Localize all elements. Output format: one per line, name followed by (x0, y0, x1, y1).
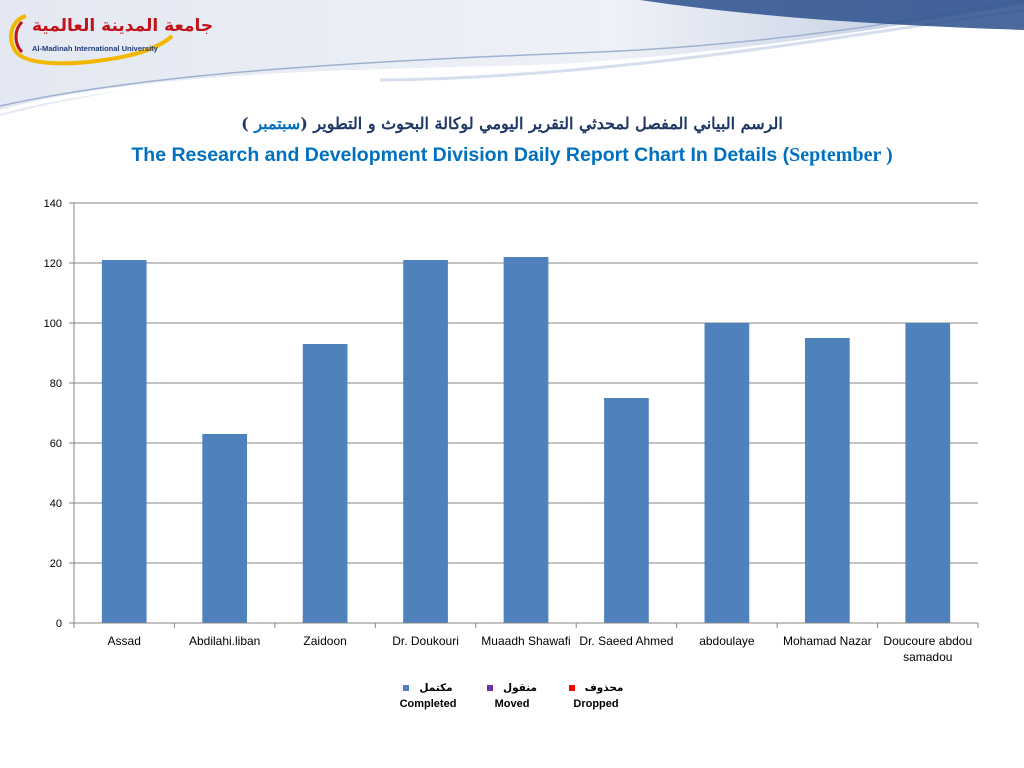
category-label-line: Zaidoon (303, 634, 346, 648)
y-tick-label: 60 (50, 438, 62, 450)
logo-english-name: Al-Madinah International University (32, 44, 158, 53)
legend-swatch (403, 685, 410, 691)
chart-legend: مكتمل Completed منقول Moved محذوف Dropped (0, 681, 1024, 713)
legend-entry: محذوف (554, 681, 638, 695)
category-label-line: samadou (903, 650, 952, 664)
y-tick-label: 80 (50, 378, 62, 390)
bar-1 (101, 260, 147, 623)
category-label: abdoulaye (699, 634, 755, 648)
legend-label-english: Completed (399, 698, 457, 710)
x-axis-category-labels: Assad Abdilahi.liban Zaidoon Dr. Doukouri Mu… (108, 634, 973, 664)
legend-item-completed: مكتمل Completed (386, 681, 470, 713)
bar-5 (503, 257, 549, 623)
bar-6 (604, 398, 649, 623)
chart-axes (73, 203, 979, 628)
category-label: Dr. Saeed Ahmed (579, 634, 673, 648)
bar-4 (403, 260, 448, 623)
bar-3 (302, 344, 348, 623)
legend-item-moved: منقول Moved (470, 681, 554, 713)
y-axis-tick-labels: 0 20 40 60 80 100 120 140 (44, 198, 74, 630)
category-label: Mohamad Nazar (783, 634, 872, 648)
chart-title-arabic-close: ) (241, 114, 255, 133)
legend-entry: مكتمل (386, 681, 470, 695)
header-swoosh-decoration (0, 0, 1024, 116)
category-label-line: Dr. Saeed Ahmed (579, 634, 673, 648)
logo-arabic-name: جامعة المدينة العالمية (32, 16, 214, 36)
y-tick-label: 20 (50, 558, 62, 570)
category-label-line: Mohamad Nazar (783, 634, 872, 648)
university-logo: جامعة المدينة العالمية Al-Madinah Intern… (4, 6, 213, 70)
bar-7 (704, 323, 750, 623)
legend-swatch (568, 685, 575, 691)
legend-label-english: Dropped (573, 698, 619, 710)
y-tick-label: 120 (44, 258, 62, 270)
chart-title-english-main: The Research and Development Division Da… (131, 144, 790, 166)
chart-title-arabic: الرسم البياني المفصل لمحدثي التقرير اليو… (0, 114, 1024, 133)
category-label: Assad (108, 634, 141, 648)
legend-label-arabic: منقول (502, 682, 538, 694)
legend-label-arabic: محذوف (584, 682, 624, 694)
chart-title-english: The Research and Development Division Da… (0, 144, 1024, 167)
y-tick-label: 100 (44, 318, 62, 330)
chart-title-arabic-month: سبتمبر (254, 114, 301, 133)
legend-entry: منقول (470, 681, 554, 695)
category-label-line: Muaadh Shawafi (481, 634, 570, 648)
chart-title-english-month: September ) (789, 144, 893, 166)
category-label-line: Dr. Doukouri (392, 634, 459, 648)
legend-label-arabic: مكتمل (419, 682, 453, 694)
bar-2 (202, 434, 248, 623)
category-label: Dr. Doukouri (392, 634, 459, 648)
chart-bars (101, 257, 951, 623)
chart-title-arabic-main: الرسم البياني المفصل لمحدثي التقرير اليو… (300, 114, 783, 133)
category-label-line: Abdilahi.liban (189, 634, 260, 648)
category-label-line: abdoulaye (699, 634, 755, 648)
bar-8 (804, 338, 850, 623)
y-tick-label: 0 (56, 618, 62, 630)
legend-item-dropped: محذوف Dropped (554, 681, 638, 713)
y-tick-label: 140 (44, 198, 62, 210)
y-tick-label: 40 (50, 498, 62, 510)
category-label: Doucoure abdou samadou (883, 634, 972, 664)
legend-label-english: Moved (494, 698, 530, 710)
logo-emblem (9, 14, 174, 66)
category-label-line: Doucoure abdou (883, 634, 972, 648)
bar-9 (905, 323, 951, 623)
category-label: Muaadh Shawafi (481, 634, 570, 648)
legend-swatch (486, 685, 493, 691)
category-label: Abdilahi.liban (189, 634, 260, 648)
category-label: Zaidoon (303, 634, 346, 648)
category-label-line: Assad (108, 634, 141, 648)
